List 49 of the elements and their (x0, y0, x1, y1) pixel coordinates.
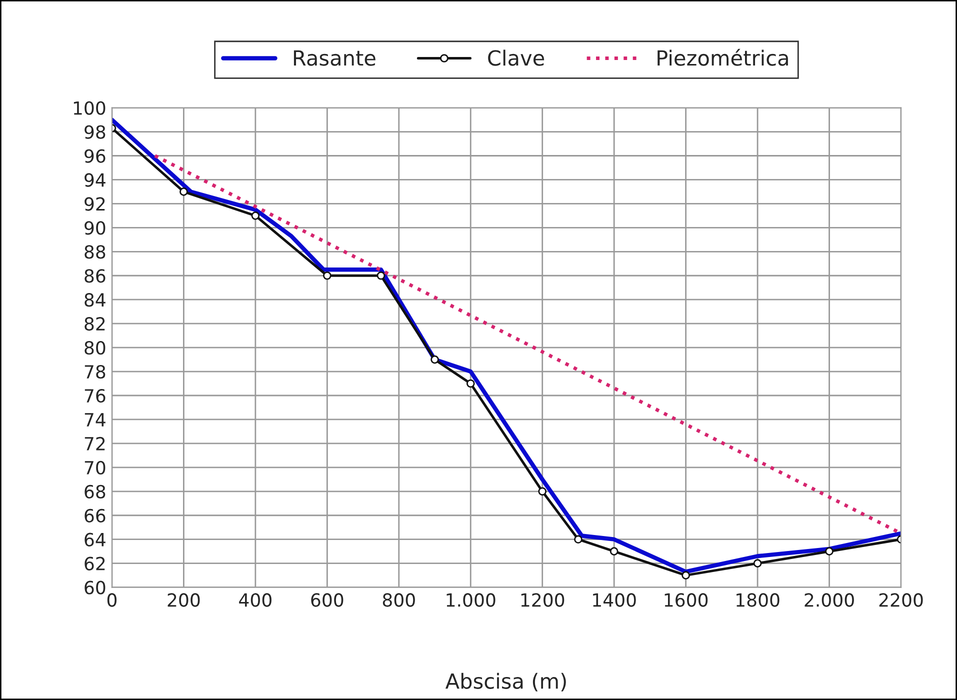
legend-label: Clave (488, 50, 544, 66)
point (322, 271, 332, 280)
y-tick-label: 82 (84, 317, 105, 331)
x-tick-label: 0 (107, 593, 117, 607)
y-tick-label: 86 (84, 269, 106, 283)
x-tick-label: 2200 (879, 593, 923, 607)
y-tick-label: 64 (84, 532, 106, 546)
point (538, 487, 547, 496)
y-tick-label: 76 (84, 388, 106, 403)
point (430, 355, 439, 364)
x-tick-label: 600 (311, 593, 344, 607)
x-tick-label: 1200 (521, 593, 564, 607)
point (376, 271, 386, 280)
y-tick-label: 84 (84, 293, 106, 307)
y-tick-label: 94 (84, 173, 106, 187)
y-tick-label: 78 (84, 364, 106, 379)
y-tick-label: 92 (84, 197, 105, 211)
x-tick-label: 2.000 (804, 593, 854, 607)
point (825, 547, 834, 556)
legend-label: Rasante (294, 50, 376, 66)
y-tick-label: 96 (84, 149, 106, 163)
x-axis-title: Abscisa (m) (445, 672, 566, 692)
y-tick-label: 80 (84, 341, 106, 355)
y-tick-label: 68 (84, 484, 106, 499)
x-tick-label: 1.000 (446, 593, 496, 607)
point (610, 547, 618, 556)
y-tick-label: 88 (84, 245, 106, 259)
point (574, 535, 582, 544)
y-tick-label: 74 (84, 413, 106, 426)
point (753, 559, 762, 568)
y-tick-label: 90 (84, 221, 106, 235)
point (466, 379, 475, 388)
x-tick-label: 400 (239, 593, 272, 607)
y-tick-label: 70 (84, 460, 106, 475)
y-tick-label: 98 (84, 125, 106, 139)
x-tick-label: 200 (168, 593, 200, 607)
y-tick-label: 66 (84, 508, 106, 522)
y-tick-label: 100 (74, 101, 106, 115)
y-tick-label: 72 (84, 436, 105, 450)
point (251, 212, 260, 220)
y-tick-label: 62 (84, 556, 105, 570)
x-tick-label: 1600 (664, 593, 708, 607)
x-tick-label: 1400 (593, 593, 636, 607)
x-tick-label: 800 (382, 593, 415, 607)
legend-label: Piezométrica (658, 48, 788, 66)
point (180, 188, 188, 196)
y-tick-label: 60 (84, 580, 106, 594)
x-tick-label: 1800 (736, 593, 780, 607)
point (682, 571, 690, 580)
